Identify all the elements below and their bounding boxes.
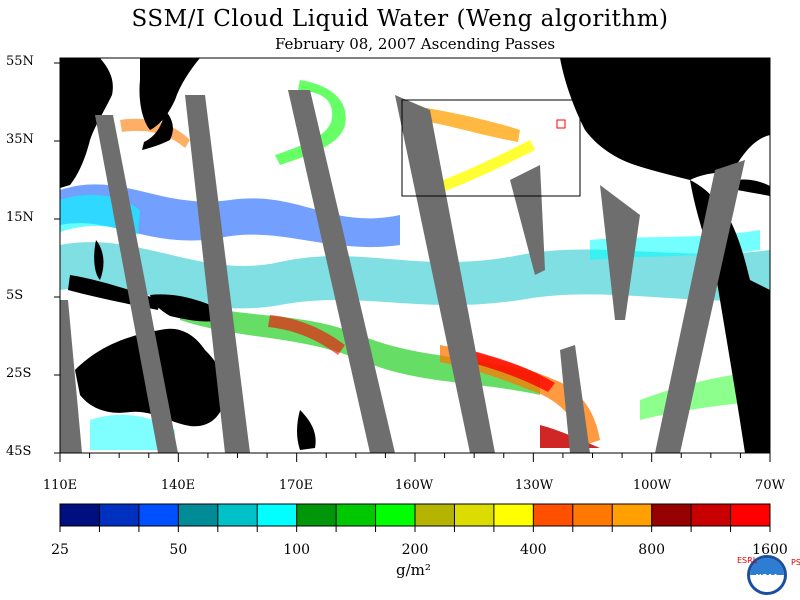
region-marker xyxy=(556,119,566,129)
colorbar-swatch xyxy=(138,504,179,526)
asia-northeast xyxy=(139,58,200,130)
lon-label-110e: 110E xyxy=(42,478,78,493)
colorbar-label-1600: 1600 xyxy=(752,542,788,558)
colorbar-swatch xyxy=(178,504,219,526)
logo-right-text: PSD xyxy=(791,558,800,567)
colorbar-swatch xyxy=(572,504,613,526)
colorbar-swatch xyxy=(336,504,377,526)
colorbar-label-25: 25 xyxy=(51,542,69,558)
colorbar-swatch xyxy=(415,504,455,526)
lat-label-15n: 15N xyxy=(6,210,34,225)
colorbar-swatch xyxy=(454,504,495,526)
new-zealand xyxy=(297,410,316,450)
philippines xyxy=(94,240,104,280)
colorbar-units: g/m² xyxy=(396,561,431,579)
japan xyxy=(142,110,173,150)
colorbar-swatch xyxy=(375,504,416,526)
colorbar-swatch xyxy=(533,504,574,526)
colorbar-label-50: 50 xyxy=(169,542,188,558)
noaa-logo: NOAA xyxy=(747,555,787,595)
lat-label-5s: 5S xyxy=(6,288,24,303)
asia-landmass xyxy=(60,58,113,188)
colorbar-swatch xyxy=(691,504,732,526)
logo-left-text: ESRL xyxy=(737,556,758,565)
colorbar-swatch xyxy=(99,504,140,526)
colorbar-swatch xyxy=(296,504,337,526)
colorbar-swatch xyxy=(612,504,653,526)
chart-title: SSM/I Cloud Liquid Water (Weng algorithm… xyxy=(131,6,669,32)
logo-text: NOAA xyxy=(756,573,779,581)
colorbar-label-800: 800 xyxy=(638,542,666,558)
region-box xyxy=(401,99,581,197)
colorbar-swatch xyxy=(257,504,298,526)
lat-label-55n: 55N xyxy=(6,54,34,69)
colorbar-swatch xyxy=(651,504,692,526)
colorbar-swatch xyxy=(60,504,100,526)
lon-label-130w: 130W xyxy=(514,478,554,493)
colorbar-label-400: 400 xyxy=(519,542,547,558)
caribbean xyxy=(737,179,770,196)
lon-label-70w: 70W xyxy=(755,478,785,493)
colorbar-swatch xyxy=(217,504,258,526)
axis-ticks xyxy=(54,62,771,462)
lon-label-160w: 160W xyxy=(394,478,434,493)
colorbar-label-100: 100 xyxy=(283,542,311,558)
lat-label-45s: 45S xyxy=(6,444,32,459)
lon-label-170e: 170E xyxy=(278,478,314,493)
lat-label-25s: 25S xyxy=(6,366,32,381)
missing-data-swaths xyxy=(60,90,745,453)
chart-subtitle: February 08, 2007 Ascending Passes xyxy=(274,35,556,53)
land-masses xyxy=(60,58,770,453)
north-america xyxy=(560,58,770,180)
colorbar xyxy=(59,503,771,532)
lat-label-35n: 35N xyxy=(6,132,34,147)
lon-label-100w: 100W xyxy=(632,478,672,493)
colorbar-label-200: 200 xyxy=(401,542,429,558)
colorbar-swatch xyxy=(493,504,534,526)
lon-label-140e: 140E xyxy=(160,478,196,493)
colorbar-swatch xyxy=(730,504,771,526)
